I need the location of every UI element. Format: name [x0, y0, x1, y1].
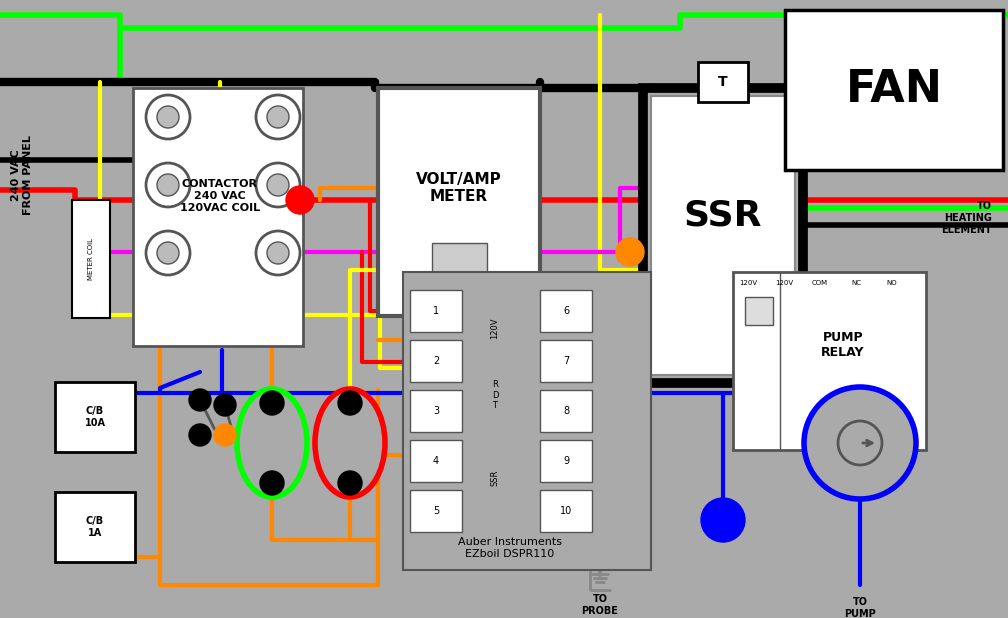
Circle shape [256, 95, 300, 139]
Text: 120V: 120V [491, 317, 500, 339]
Text: 9: 9 [562, 456, 570, 466]
Text: 1: 1 [433, 306, 439, 316]
Circle shape [256, 163, 300, 207]
Text: PUMP
RELAY: PUMP RELAY [822, 331, 865, 359]
Text: FAN: FAN [846, 69, 942, 111]
FancyBboxPatch shape [378, 88, 540, 316]
FancyBboxPatch shape [410, 440, 462, 482]
Text: Auber Instruments
EZboil DSPR110: Auber Instruments EZboil DSPR110 [458, 537, 562, 559]
Circle shape [616, 238, 644, 266]
FancyBboxPatch shape [410, 340, 462, 382]
Circle shape [338, 391, 362, 415]
Text: CONTACTOR
240 VAC
120VAC COIL: CONTACTOR 240 VAC 120VAC COIL [180, 179, 260, 213]
FancyBboxPatch shape [745, 297, 773, 325]
Circle shape [190, 424, 211, 446]
Text: TO
PUMP: TO PUMP [844, 597, 876, 618]
FancyBboxPatch shape [410, 390, 462, 432]
Text: 120V: 120V [775, 280, 793, 286]
Text: 120V: 120V [739, 280, 757, 286]
FancyBboxPatch shape [651, 96, 795, 375]
Circle shape [214, 394, 236, 416]
FancyBboxPatch shape [133, 88, 303, 346]
FancyBboxPatch shape [55, 492, 135, 562]
Circle shape [256, 231, 300, 275]
Circle shape [146, 231, 190, 275]
Ellipse shape [237, 389, 307, 497]
Circle shape [804, 387, 916, 499]
Text: C/B
10A: C/B 10A [85, 406, 106, 428]
Text: 6: 6 [562, 306, 570, 316]
FancyBboxPatch shape [432, 243, 487, 298]
FancyBboxPatch shape [72, 200, 110, 318]
Circle shape [260, 471, 284, 495]
FancyBboxPatch shape [540, 490, 592, 532]
Circle shape [267, 242, 289, 264]
FancyBboxPatch shape [540, 290, 592, 332]
FancyBboxPatch shape [410, 490, 462, 532]
Text: C/B
1A: C/B 1A [86, 516, 104, 538]
Text: 4: 4 [433, 456, 439, 466]
Text: VOLT/AMP
METER: VOLT/AMP METER [416, 172, 502, 204]
Text: 10: 10 [559, 506, 573, 516]
FancyBboxPatch shape [540, 390, 592, 432]
Text: 8: 8 [562, 406, 570, 416]
Circle shape [157, 242, 179, 264]
Text: SSR: SSR [683, 198, 762, 232]
Text: TO
HEATING
ELEMENT: TO HEATING ELEMENT [941, 201, 992, 235]
Text: METER COIL: METER COIL [88, 238, 94, 280]
Circle shape [157, 106, 179, 128]
Circle shape [146, 163, 190, 207]
Circle shape [190, 389, 211, 411]
FancyBboxPatch shape [403, 272, 651, 570]
Text: 240 VAC
FROM PANEL: 240 VAC FROM PANEL [11, 135, 33, 215]
Circle shape [338, 471, 362, 495]
FancyBboxPatch shape [410, 290, 462, 332]
Text: R
D
T: R D T [492, 380, 498, 410]
Circle shape [214, 424, 236, 446]
FancyBboxPatch shape [733, 272, 926, 450]
Text: NO: NO [887, 280, 897, 286]
FancyBboxPatch shape [643, 88, 803, 383]
Text: COM: COM [811, 280, 828, 286]
Circle shape [267, 106, 289, 128]
Text: 7: 7 [562, 356, 570, 366]
Text: 3: 3 [433, 406, 439, 416]
Text: TO
PROBE: TO PROBE [582, 594, 619, 616]
Circle shape [701, 498, 745, 542]
Text: T: T [718, 75, 728, 89]
FancyBboxPatch shape [540, 440, 592, 482]
FancyBboxPatch shape [698, 62, 748, 102]
Text: 2: 2 [432, 356, 439, 366]
Text: 5: 5 [432, 506, 439, 516]
Circle shape [267, 174, 289, 196]
Circle shape [260, 391, 284, 415]
FancyBboxPatch shape [55, 382, 135, 452]
Ellipse shape [314, 389, 385, 497]
Text: NC: NC [851, 280, 861, 286]
Text: SSR: SSR [491, 470, 500, 486]
FancyBboxPatch shape [540, 340, 592, 382]
FancyBboxPatch shape [785, 10, 1003, 170]
Circle shape [146, 95, 190, 139]
Circle shape [286, 186, 314, 214]
Circle shape [157, 174, 179, 196]
